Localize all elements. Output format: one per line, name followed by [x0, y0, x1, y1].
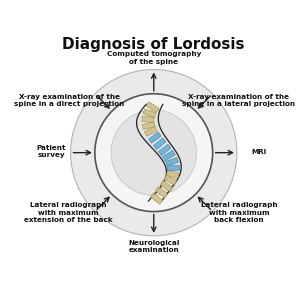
- FancyBboxPatch shape: [142, 116, 154, 122]
- FancyBboxPatch shape: [155, 187, 168, 198]
- FancyBboxPatch shape: [153, 138, 166, 149]
- FancyBboxPatch shape: [162, 150, 175, 161]
- Text: Patient
survey: Patient survey: [36, 145, 66, 158]
- Text: Computed tomography
of the spine: Computed tomography of the spine: [106, 51, 201, 64]
- Text: Lateral radiograph
with maximum
extension of the back: Lateral radiograph with maximum extensio…: [24, 202, 112, 223]
- Text: X-ray examination of the
spine in a direct projection: X-ray examination of the spine in a dire…: [14, 94, 124, 107]
- FancyBboxPatch shape: [146, 102, 159, 112]
- FancyBboxPatch shape: [158, 144, 171, 156]
- FancyBboxPatch shape: [164, 175, 177, 185]
- FancyBboxPatch shape: [142, 122, 155, 130]
- Text: MRI: MRI: [251, 148, 266, 154]
- FancyBboxPatch shape: [167, 165, 179, 171]
- Text: X-ray examination of the
spine in a lateral projection: X-ray examination of the spine in a late…: [182, 94, 295, 107]
- FancyBboxPatch shape: [166, 158, 178, 166]
- FancyBboxPatch shape: [148, 132, 161, 143]
- FancyBboxPatch shape: [144, 126, 158, 136]
- FancyBboxPatch shape: [166, 170, 179, 178]
- Text: Neurological
examination: Neurological examination: [128, 240, 179, 253]
- Circle shape: [70, 70, 237, 236]
- Circle shape: [111, 110, 196, 195]
- FancyBboxPatch shape: [143, 109, 156, 118]
- FancyBboxPatch shape: [160, 181, 173, 192]
- Text: Lateral radiograph
with maximum
back flexion: Lateral radiograph with maximum back fle…: [201, 202, 278, 223]
- FancyBboxPatch shape: [150, 193, 163, 204]
- Circle shape: [95, 94, 213, 212]
- Text: Diagnosis of Lordosis: Diagnosis of Lordosis: [62, 37, 245, 52]
